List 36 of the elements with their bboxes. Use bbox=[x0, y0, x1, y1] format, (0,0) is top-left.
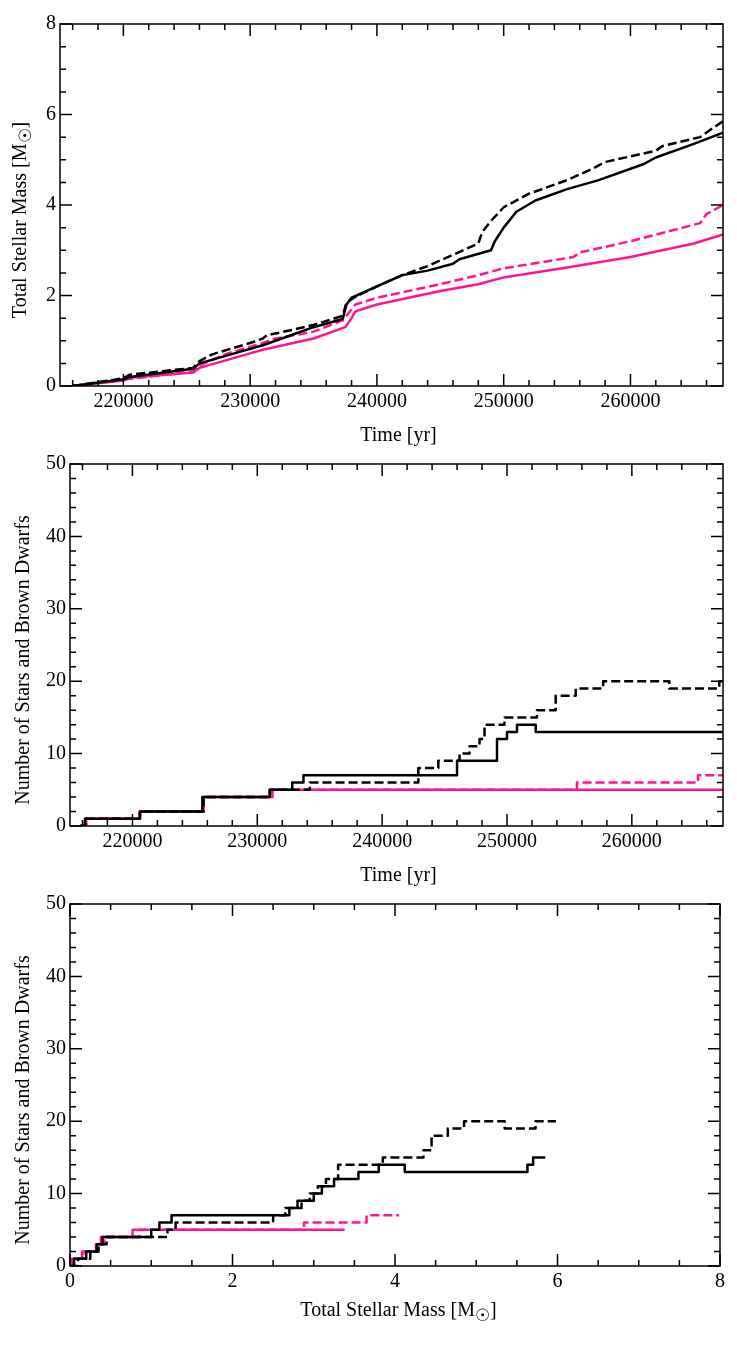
y-tick-label: 40 bbox=[46, 523, 66, 546]
y-tick-label: 50 bbox=[46, 451, 66, 474]
x-axis-title: Time [yr] bbox=[359, 863, 438, 886]
y-tick-label: 4 bbox=[46, 192, 56, 215]
y-tick-label: 50 bbox=[46, 891, 66, 914]
y-tick-label: 30 bbox=[46, 596, 66, 619]
x-tick-label: 230000 bbox=[227, 829, 288, 852]
y-tick-label: 10 bbox=[46, 740, 66, 763]
x-tick-label: 4 bbox=[390, 1269, 400, 1292]
x-tick-label: 220000 bbox=[93, 389, 154, 412]
y-tick-label: 20 bbox=[46, 1108, 66, 1131]
y-tick-label: 0 bbox=[56, 1253, 66, 1276]
y-tick-label: 2 bbox=[46, 282, 56, 305]
x-axis-title: Time [yr] bbox=[359, 423, 438, 446]
x-tick-label: 260000 bbox=[600, 389, 661, 412]
x-tick-label: 240000 bbox=[346, 389, 407, 412]
y-axis-title: Number of Stars and Brown Dwarfs bbox=[10, 515, 34, 805]
y-tick-label: 30 bbox=[46, 1036, 66, 1059]
y-tick-label: 8 bbox=[46, 11, 56, 34]
y-tick-label: 10 bbox=[46, 1180, 66, 1203]
x-axis-title: Total Stellar Mass [M$_{☉}$] bbox=[299, 1298, 498, 1326]
x-tick-label: 2 bbox=[227, 1269, 238, 1292]
x-tick-label: 250000 bbox=[477, 829, 537, 852]
y-axis-title: Number of Stars and Brown Dwarfs bbox=[10, 955, 34, 1245]
y-tick-label: 0 bbox=[46, 373, 56, 396]
x-tick-label: 240000 bbox=[352, 829, 413, 852]
x-tick-label: 260000 bbox=[601, 829, 662, 852]
y-tick-label: 40 bbox=[46, 963, 66, 986]
x-tick-label: 8 bbox=[715, 1269, 725, 1292]
y-tick-label: 20 bbox=[46, 668, 66, 691]
x-tick-label: 6 bbox=[552, 1269, 563, 1292]
y-tick-label: 6 bbox=[46, 101, 56, 124]
y-tick-label: 0 bbox=[56, 813, 66, 836]
x-tick-label: 250000 bbox=[473, 389, 534, 412]
x-tick-label: 220000 bbox=[102, 829, 163, 852]
x-tick-label: 230000 bbox=[220, 389, 281, 412]
